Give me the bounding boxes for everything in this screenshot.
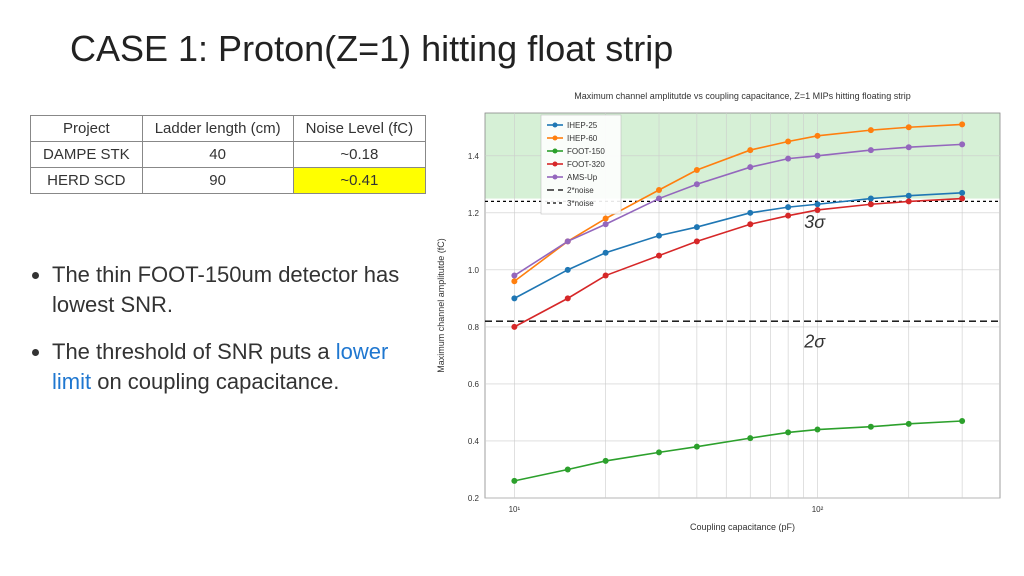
svg-text:FOOT-320: FOOT-320 — [567, 160, 605, 169]
page-title: CASE 1: Proton(Z=1) hitting float strip — [70, 28, 673, 70]
svg-text:FOOT-150: FOOT-150 — [567, 147, 605, 156]
svg-text:1.2: 1.2 — [468, 209, 480, 218]
svg-text:IHEP-60: IHEP-60 — [567, 134, 598, 143]
bullet-2: The threshold of SNR puts a lower limit … — [52, 337, 410, 396]
data-table: ProjectLadder length (cm)Noise Level (fC… — [30, 115, 426, 194]
amplitude-chart: 0.2 0.4 0.6 0.8 1.0 1.2 1.4 10¹ 10² 3σ 2σ Maximum c… — [430, 88, 1010, 538]
svg-text:Maximum channel amplitutde (fC: Maximum channel amplitutde (fC) — [436, 238, 446, 373]
svg-text:1.0: 1.0 — [468, 266, 480, 275]
table-header: Ladder length (cm) — [142, 116, 293, 142]
svg-text:0.6: 0.6 — [468, 380, 480, 389]
svg-text:IHEP-25: IHEP-25 — [567, 121, 598, 130]
svg-text:Coupling capacitance (pF): Coupling capacitance (pF) — [690, 522, 795, 532]
svg-text:2σ: 2σ — [803, 332, 826, 352]
svg-text:Maximum channel amplitutde vs: Maximum channel amplitutde vs coupling c… — [574, 91, 910, 101]
table-header: Noise Level (fC) — [293, 116, 426, 142]
bullet-list: The thin FOOT-150um detector has lowest … — [30, 260, 410, 415]
svg-text:10¹: 10¹ — [509, 505, 521, 514]
svg-text:AMS-Up: AMS-Up — [567, 173, 598, 182]
bullet-1: The thin FOOT-150um detector has lowest … — [52, 260, 410, 319]
svg-text:10²: 10² — [812, 505, 824, 514]
svg-text:3*noise: 3*noise — [567, 199, 594, 208]
svg-text:3σ: 3σ — [804, 212, 826, 232]
svg-text:0.8: 0.8 — [468, 323, 480, 332]
svg-text:2*noise: 2*noise — [567, 186, 594, 195]
svg-text:1.4: 1.4 — [468, 152, 480, 161]
table-row: HERD SCD90~0.41 — [31, 168, 426, 194]
table-header: Project — [31, 116, 143, 142]
svg-text:0.4: 0.4 — [468, 437, 480, 446]
svg-text:0.2: 0.2 — [468, 494, 480, 503]
table-row: DAMPE STK40~0.18 — [31, 142, 426, 168]
